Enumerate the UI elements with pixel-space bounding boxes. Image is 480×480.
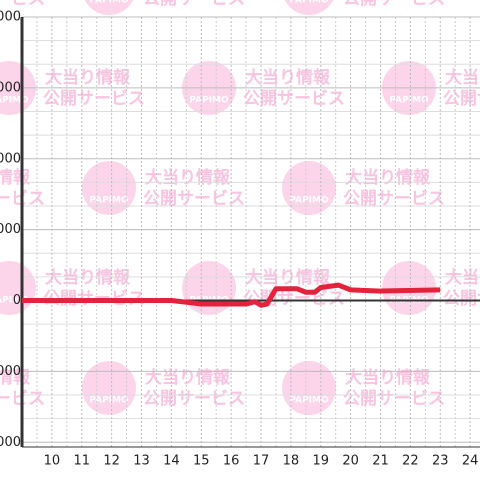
watermark-logo-text: PAPIMO: [289, 196, 329, 206]
watermark-logo: [82, 361, 136, 415]
watermark-logo: [182, 261, 236, 315]
x-tick-label: 23: [432, 454, 449, 469]
x-tick-label: 15: [193, 454, 210, 469]
watermark-text: 大当り情報: [345, 367, 431, 388]
x-tick-label: 17: [253, 454, 270, 469]
y-tick-label: 0: [13, 293, 21, 308]
watermark-logo: [282, 361, 336, 415]
watermark-text: 公開サービス: [143, 189, 245, 209]
y-tick-label: 12,000: [0, 10, 21, 25]
watermark-logo: [82, 161, 136, 215]
x-tick-label: 19: [312, 454, 329, 469]
watermark-text: 公開サービス: [443, 89, 480, 109]
watermark-logo-text: PAPIMO: [289, 0, 329, 6]
y-tick-label: 3,000: [0, 222, 21, 237]
x-tick-label: 20: [342, 454, 359, 469]
x-tick-label: 13: [133, 454, 150, 469]
watermark-text: 公開サービス: [343, 189, 445, 209]
y-tick-label: 6,000: [0, 151, 21, 166]
watermark-text: 大当り情報: [45, 267, 131, 288]
watermark-text: 大当り情報: [0, 167, 31, 188]
watermark-logo-text: PAPIMO: [89, 0, 129, 6]
x-tick-label: 12: [103, 454, 120, 469]
x-tick-label: 21: [372, 454, 389, 469]
x-tick-label: 22: [402, 454, 419, 469]
data-line: [22, 282, 441, 308]
watermark-logo-text: PAPIMO: [289, 396, 329, 406]
x-tick-label: 11: [73, 454, 90, 469]
watermark-text: 大当り情報: [345, 167, 431, 188]
watermark-text: 公開サービス: [0, 0, 45, 9]
watermark-logo-text: PAPIMO: [389, 96, 429, 106]
watermark-text: 大当り情報: [45, 67, 131, 88]
watermark-text: 公開サービス: [243, 89, 345, 109]
watermark-logo-text: PAPIMO: [0, 96, 29, 106]
watermark-text: 公開サービス: [143, 0, 245, 9]
watermark-text: 大当り情報: [145, 367, 231, 388]
y-tick-label: -6,000: [0, 435, 21, 450]
y-tick-label: -3,000: [0, 364, 21, 379]
x-tick-label: 24: [462, 454, 479, 469]
watermark-text: 公開サービス: [43, 89, 145, 109]
watermark-text: 公開サービス: [343, 0, 445, 9]
watermark-text: 大当り情報: [445, 67, 480, 88]
watermark-text: 大当り情報: [145, 167, 231, 188]
x-tick-label: 16: [223, 454, 240, 469]
watermark-logo: [84, 0, 134, 15]
watermark-text: 大当り情報: [245, 267, 331, 288]
watermark-text: 公開サービス: [343, 389, 445, 409]
watermark-logo: [284, 0, 334, 15]
x-tick-label: 14: [163, 454, 180, 469]
watermark-text: 大当り情報: [245, 67, 331, 88]
x-tick-label: 10: [44, 454, 61, 469]
watermark-text: 公開サービス: [443, 289, 480, 309]
watermark-text: 大当り情報: [445, 267, 480, 288]
watermark-logo: [282, 161, 336, 215]
watermark-logo-text: PAPIMO: [189, 96, 229, 106]
watermark-text: 公開サービス: [143, 389, 245, 409]
watermark-logo-text: PAPIMO: [89, 196, 129, 206]
watermark-logo-text: PAPIMO: [89, 396, 129, 406]
watermark-logo: [0, 61, 36, 115]
watermark-logo-text: PAPIMO: [0, 296, 29, 306]
x-tick-label: 18: [283, 454, 300, 469]
y-tick-label: 9,000: [0, 80, 21, 95]
